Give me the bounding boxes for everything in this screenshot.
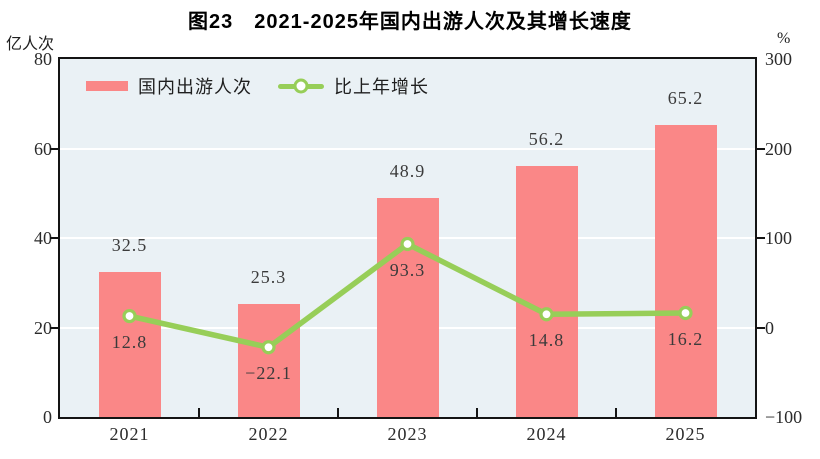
bar-value-label-2021: 32.5 (111, 234, 148, 255)
right-axis-unit: % (777, 30, 791, 47)
legend-label-bar: 国内出游人次 (138, 77, 252, 97)
growth-value-label-2025: 16.2 (667, 329, 704, 349)
x-axis-tick (198, 408, 200, 417)
left-axis-tick-label: 0 (43, 407, 52, 427)
x-axis-label-2022: 2022 (248, 424, 289, 444)
growth-value-label-2023: 93.3 (389, 259, 426, 280)
right-axis-tick-label: 100 (765, 228, 792, 248)
x-axis-label-2021: 2021 (109, 424, 150, 444)
right-axis-tick-label: 200 (765, 138, 792, 159)
left-axis-tick (50, 147, 58, 150)
legend-bar-swatch (86, 81, 128, 91)
growth-value-label-2021: 12.8 (111, 332, 148, 353)
right-axis-tick-label: −100 (765, 407, 803, 427)
left-axis-tick-label: 20 (34, 317, 52, 338)
x-axis-label-2025: 2025 (665, 424, 706, 444)
right-axis-tick-label: 300 (765, 49, 792, 69)
bar-2024 (515, 165, 578, 417)
gridline (60, 147, 755, 150)
left-axis-tick (50, 326, 58, 329)
line-point-2025 (678, 305, 693, 321)
legend-label-line: 比上年增长 (334, 77, 429, 97)
chart-title: 图23 2021-2025年国内出游人次及其增长速度 (188, 11, 632, 33)
legend-line-marker (278, 78, 324, 94)
line-point-2022 (261, 340, 276, 355)
plot-area: 国内出游人次 比上年增长 32.5 25.3 48.9 56.2 65.2 12.8 −22… (58, 57, 757, 419)
x-axis-tick (476, 408, 478, 417)
left-axis-tick-label: 60 (34, 138, 52, 159)
growth-value-label-2024: 14.8 (528, 330, 565, 351)
legend-line-circle-icon (293, 78, 309, 94)
x-axis-tick (337, 408, 339, 417)
legend: 国内出游人次 比上年增长 (86, 73, 429, 99)
line-point-2023 (400, 236, 415, 252)
bar-2021 (98, 271, 161, 417)
left-axis-tick-label: 40 (34, 228, 52, 248)
right-axis-tick (757, 147, 765, 150)
left-axis-unit: 亿人次 (6, 36, 55, 53)
bar-value-label-2025: 65.2 (667, 88, 704, 109)
bar-2025 (654, 125, 717, 417)
right-axis-tick-label: 0 (765, 317, 774, 338)
growth-line-chart (122, 236, 693, 355)
plot-layers: 国内出游人次 比上年增长 32.5 25.3 48.9 56.2 65.2 12.8 −22… (60, 59, 755, 417)
right-axis-tick (757, 326, 765, 329)
line-point-2021 (122, 308, 137, 324)
line-point-2024 (539, 307, 554, 322)
bar-value-label-2024: 56.2 (528, 128, 565, 149)
left-axis-tick-label: 80 (34, 49, 52, 69)
bar-value-label-2022: 25.3 (250, 266, 287, 287)
growth-value-label-2022: −22.1 (245, 363, 292, 384)
x-axis-label-2024: 2024 (526, 424, 567, 444)
left-axis-tick (50, 237, 58, 239)
x-axis-tick (615, 408, 617, 417)
bar-value-label-2023: 48.9 (389, 161, 426, 182)
x-axis-label-2023: 2023 (387, 424, 428, 444)
right-axis-tick (757, 237, 765, 239)
bar-2022 (237, 303, 300, 417)
bar-2023 (376, 198, 439, 417)
